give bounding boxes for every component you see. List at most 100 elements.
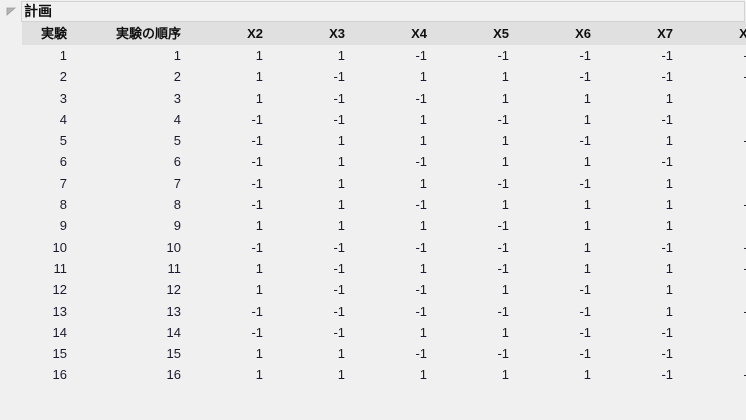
cell-x3[interactable]: -1 — [333, 282, 345, 298]
cell-x7[interactable]: -1 — [661, 48, 673, 63]
cell-x4[interactable]: -1 — [415, 90, 427, 106]
cell-x8[interactable]: 1 — [680, 88, 746, 109]
cell-x4[interactable]: -1 — [415, 154, 427, 170]
cell-x6[interactable]: -1 — [579, 303, 591, 319]
cell-x8[interactable]: 1 — [680, 279, 746, 300]
cell-x8[interactable]: 1 — [680, 322, 746, 343]
cell-x7[interactable]: -1 — [661, 346, 673, 362]
cell-x4[interactable]: -1 — [415, 346, 427, 362]
cell-x6[interactable]: 1 — [583, 154, 591, 170]
column-header-order[interactable]: 実験の順序 — [115, 26, 181, 41]
cell-x7[interactable]: -1 — [661, 239, 673, 255]
cell-x8[interactable]: -1 — [680, 258, 746, 279]
cell-x2[interactable]: -1 — [251, 197, 263, 213]
cell-x6[interactable]: -1 — [579, 175, 591, 191]
cell-run[interactable]: 14 — [52, 324, 67, 340]
cell-x2[interactable]: -1 — [251, 111, 263, 127]
cell-x4[interactable]: 1 — [419, 367, 427, 383]
cell-order[interactable]: 13 — [166, 303, 181, 319]
cell-x4[interactable]: -1 — [415, 239, 427, 255]
cell-x2[interactable]: -1 — [251, 133, 263, 149]
cell-order[interactable]: 14 — [166, 324, 181, 340]
cell-x6[interactable]: -1 — [579, 346, 591, 362]
table-row[interactable]: 15 15 1 1 -1 -1 -1 -1 1 — [22, 343, 746, 365]
cell-run[interactable]: 12 — [52, 282, 67, 298]
cell-run[interactable]: 5 — [59, 133, 67, 149]
cell-x7[interactable]: -1 — [661, 69, 673, 85]
cell-x6[interactable]: -1 — [579, 282, 591, 298]
cell-x5[interactable]: -1 — [497, 175, 509, 191]
table-row[interactable]: 6 6 -1 1 -1 1 1 -1 1 — [22, 151, 746, 173]
column-header-x5[interactable]: X5 — [493, 26, 509, 41]
cell-x7[interactable]: 1 — [665, 282, 673, 298]
cell-x5[interactable]: -1 — [497, 239, 509, 255]
cell-x2[interactable]: 1 — [255, 282, 263, 298]
cell-x3[interactable]: 1 — [337, 48, 345, 63]
cell-x5[interactable]: 1 — [501, 197, 509, 213]
cell-x6[interactable]: 1 — [583, 197, 591, 213]
cell-x2[interactable]: 1 — [255, 346, 263, 362]
cell-x2[interactable]: -1 — [251, 175, 263, 191]
cell-x4[interactable]: -1 — [415, 303, 427, 319]
cell-x7[interactable]: 1 — [665, 303, 673, 319]
cell-x5[interactable]: 1 — [501, 367, 509, 383]
cell-order[interactable]: 7 — [173, 175, 181, 191]
cell-x8[interactable]: -1 — [680, 45, 746, 66]
cell-order[interactable]: 2 — [173, 69, 181, 85]
cell-x4[interactable]: 1 — [419, 111, 427, 127]
cell-x8[interactable]: -1 — [680, 194, 746, 215]
column-header-x7[interactable]: X7 — [657, 26, 673, 41]
cell-x5[interactable]: -1 — [497, 260, 509, 276]
table-row[interactable]: 14 14 -1 -1 1 1 -1 -1 1 — [22, 321, 746, 344]
cell-x2[interactable]: -1 — [251, 324, 263, 340]
cell-x5[interactable]: 1 — [501, 154, 509, 170]
cell-x6[interactable]: 1 — [583, 239, 591, 255]
cell-x2[interactable]: 1 — [255, 69, 263, 85]
cell-x3[interactable]: -1 — [333, 260, 345, 276]
cell-x2[interactable]: 1 — [255, 260, 263, 276]
panel-title-box[interactable]: 計画 — [21, 0, 745, 22]
cell-order[interactable]: 1 — [173, 48, 181, 63]
cell-run[interactable]: 15 — [52, 346, 67, 362]
cell-x8[interactable]: -1 — [680, 364, 746, 385]
cell-x3[interactable]: 1 — [337, 133, 345, 149]
table-row[interactable]: 13 13 -1 -1 -1 -1 -1 1 -1 — [22, 300, 746, 322]
cell-run[interactable]: 9 — [59, 218, 67, 234]
column-header-x8[interactable]: X8 — [739, 26, 746, 41]
cell-x6[interactable]: -1 — [579, 133, 591, 149]
table-row[interactable]: 16 16 1 1 1 1 1 -1 -1 — [22, 364, 746, 386]
column-header-run[interactable]: 実験 — [40, 26, 67, 41]
cell-x2[interactable]: -1 — [251, 239, 263, 255]
cell-x5[interactable]: -1 — [497, 48, 509, 63]
cell-x3[interactable]: -1 — [333, 324, 345, 340]
cell-x2[interactable]: 1 — [255, 48, 263, 63]
column-header-x6[interactable]: X6 — [575, 26, 591, 41]
table-row[interactable]: 1 1 1 1 -1 -1 -1 -1 -1 — [22, 45, 746, 67]
cell-x6[interactable]: -1 — [579, 69, 591, 85]
cell-order[interactable]: 4 — [173, 111, 181, 127]
cell-x7[interactable]: -1 — [661, 367, 673, 383]
cell-x8[interactable]: 1 — [680, 215, 746, 236]
cell-x2[interactable]: 1 — [255, 90, 263, 106]
cell-x7[interactable]: 1 — [665, 90, 673, 106]
cell-order[interactable]: 15 — [166, 346, 181, 362]
cell-x2[interactable]: 1 — [255, 218, 263, 234]
cell-run[interactable]: 6 — [59, 154, 67, 170]
cell-order[interactable]: 16 — [166, 367, 181, 383]
cell-x5[interactable]: 1 — [501, 69, 509, 85]
cell-x3[interactable]: 1 — [337, 154, 345, 170]
cell-x4[interactable]: 1 — [419, 324, 427, 340]
column-header-x3[interactable]: X3 — [329, 26, 345, 41]
cell-x8[interactable]: -1 — [680, 301, 746, 322]
cell-x3[interactable]: -1 — [333, 111, 345, 127]
cell-x8[interactable]: 1 — [680, 109, 746, 130]
cell-x8[interactable]: -1 — [680, 237, 746, 258]
cell-x3[interactable]: 1 — [337, 346, 345, 362]
cell-x3[interactable]: -1 — [333, 90, 345, 106]
cell-x6[interactable]: -1 — [579, 48, 591, 63]
cell-run[interactable]: 16 — [52, 367, 67, 383]
cell-order[interactable]: 10 — [166, 239, 181, 255]
cell-x3[interactable]: 1 — [337, 175, 345, 191]
cell-x2[interactable]: 1 — [255, 367, 263, 383]
